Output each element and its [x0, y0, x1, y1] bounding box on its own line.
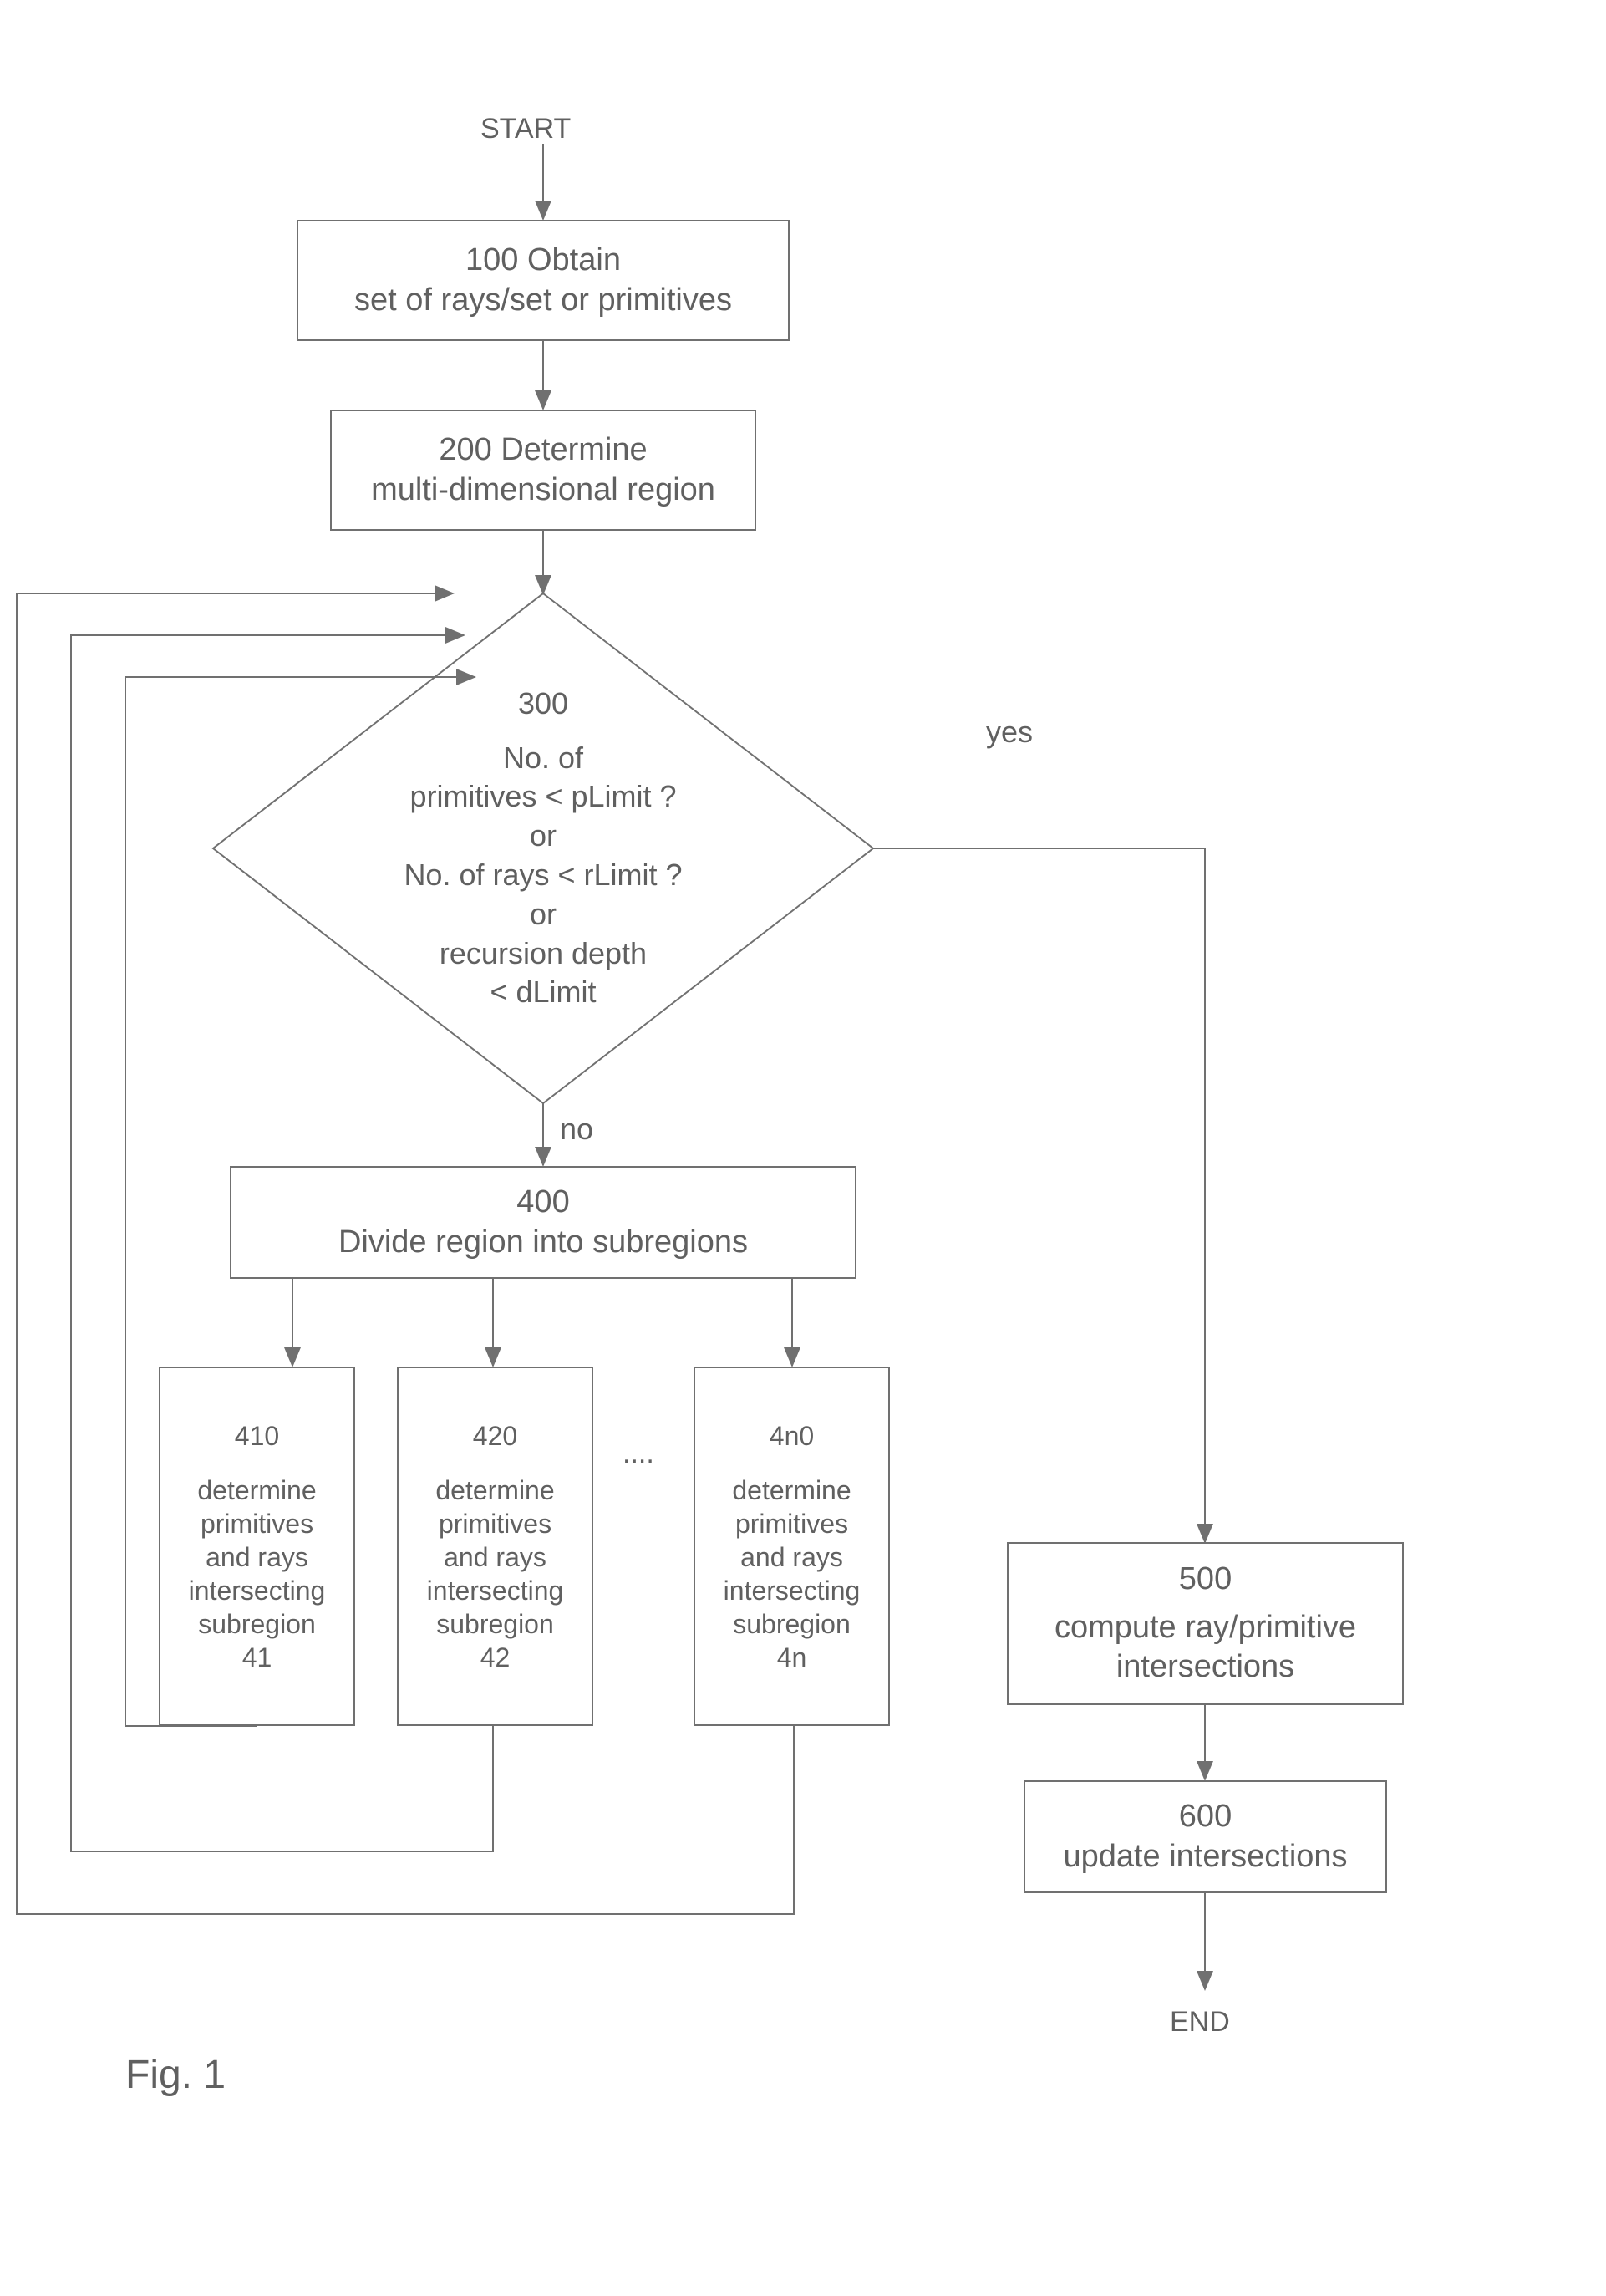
node-100-line2: set of rays/set or primitives: [354, 281, 732, 321]
end-text: END: [1170, 2006, 1230, 2038]
node-410: 410 determine primitives and rays inters…: [159, 1367, 355, 1726]
flowchart-svg: [0, 0, 1606, 2296]
start-text: START: [480, 113, 571, 145]
node-200-line1: 200 Determine: [439, 430, 647, 471]
node-600: 600 update intersections: [1024, 1780, 1387, 1893]
no-text: no: [560, 1112, 593, 1146]
node-500: 500 compute ray/primitive intersections: [1007, 1542, 1404, 1705]
node-420-line5: intersecting: [427, 1574, 564, 1607]
node-300-line7: recursion depth: [440, 934, 647, 974]
node-300-line3: primitives < pLimit ?: [409, 777, 676, 817]
end-label: END: [1170, 2006, 1230, 2039]
fig-text: Fig. 1: [125, 2053, 226, 2097]
node-420-line3: primitives: [439, 1507, 551, 1540]
flowchart-diagram: START 100 Obtain set of rays/set or prim…: [0, 0, 1606, 2296]
dots-text: ....: [623, 1438, 654, 1469]
node-400-line2: Divide region into subregions: [338, 1223, 748, 1263]
node-200: 200 Determine multi-dimensional region: [330, 410, 756, 531]
node-410-line5: intersecting: [189, 1574, 326, 1607]
node-400-line1: 400: [516, 1183, 569, 1223]
node-4n0-line5: intersecting: [724, 1574, 861, 1607]
node-420: 420 determine primitives and rays inters…: [397, 1367, 593, 1726]
node-300-line2: No. of: [503, 739, 583, 778]
node-4n0-line7: 4n: [777, 1641, 807, 1674]
node-300-line1: 300: [518, 685, 568, 724]
node-410-line1: 410: [235, 1419, 279, 1453]
node-500-line1: 500: [1179, 1560, 1232, 1600]
node-300-line8: < dLimit: [490, 973, 596, 1012]
node-4n0-line1: 4n0: [770, 1419, 814, 1453]
node-4n0-line4: and rays: [740, 1540, 843, 1574]
node-500-line2: compute ray/primitive: [1055, 1608, 1356, 1648]
yes-label: yes: [986, 715, 1033, 750]
no-label: no: [560, 1112, 593, 1147]
node-420-line1: 420: [473, 1419, 517, 1453]
node-300-line5: No. of rays < rLimit ?: [404, 856, 682, 895]
node-400: 400 Divide region into subregions: [230, 1166, 856, 1279]
node-4n0-line6: subregion: [733, 1607, 851, 1641]
node-100-line1: 100 Obtain: [465, 241, 621, 281]
node-300-line4: or: [530, 817, 557, 856]
yes-text: yes: [986, 715, 1033, 749]
node-300-text: 300 No. of primitives < pLimit ? or No. …: [351, 656, 735, 1041]
node-100: 100 Obtain set of rays/set or primitives: [297, 220, 790, 341]
node-410-line6: subregion: [198, 1607, 316, 1641]
node-300-line6: or: [530, 895, 557, 934]
node-420-line4: and rays: [444, 1540, 546, 1574]
node-500-line3: intersections: [1116, 1647, 1294, 1688]
dots-label: ....: [623, 1438, 654, 1470]
node-420-line2: determine: [435, 1474, 554, 1507]
node-600-line1: 600: [1179, 1797, 1232, 1837]
node-410-line2: determine: [197, 1474, 316, 1507]
node-420-line7: 42: [480, 1641, 511, 1674]
node-420-line6: subregion: [436, 1607, 554, 1641]
node-600-line2: update intersections: [1063, 1837, 1347, 1877]
node-410-line3: primitives: [201, 1507, 313, 1540]
fig-label: Fig. 1: [125, 2052, 226, 2098]
node-200-line2: multi-dimensional region: [371, 471, 715, 511]
node-4n0: 4n0 determine primitives and rays inters…: [694, 1367, 890, 1726]
node-410-line4: and rays: [206, 1540, 308, 1574]
node-4n0-line3: primitives: [735, 1507, 848, 1540]
start-label: START: [480, 113, 571, 145]
node-4n0-line2: determine: [732, 1474, 851, 1507]
node-410-line7: 41: [242, 1641, 272, 1674]
